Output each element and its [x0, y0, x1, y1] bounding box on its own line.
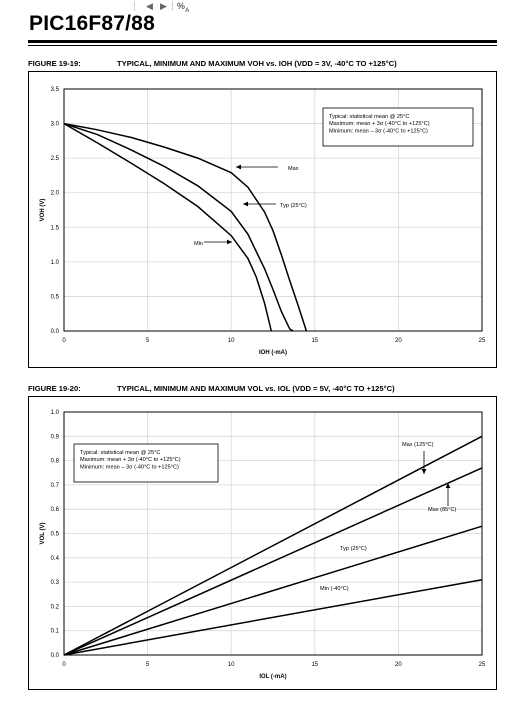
x-tick-label: 0: [62, 662, 66, 668]
x-tick-label: 25: [479, 338, 486, 344]
x-tick-label: 15: [311, 662, 318, 668]
series-line: [63, 435, 483, 656]
annotation-arrowhead: [227, 239, 232, 245]
toolbar-separator: [172, 1, 173, 11]
legend-text: Typical: statistical mean @ 25°C: [80, 450, 160, 456]
legend-text: Typical: statistical mean @ 25°C: [329, 114, 409, 120]
y-tick-label: 0.4: [51, 556, 60, 562]
legend-text: Maximum: mean + 3σ (-40°C to +125°C): [329, 121, 430, 127]
y-tick-label: 0.3: [51, 580, 60, 586]
annotation-arrowhead: [236, 164, 241, 170]
y-tick-label: 3.5: [51, 87, 60, 93]
x-tick-label: 20: [395, 662, 402, 668]
header-rule-thin: [28, 45, 497, 46]
figure-title: TYPICAL, MINIMUM AND MAXIMUM VOL vs. IOL…: [117, 384, 395, 393]
annotation-arrowhead: [445, 483, 451, 488]
x-tick-label: 10: [228, 662, 235, 668]
toolbar-separator: [134, 1, 135, 11]
y-axis-label: VOH (V): [40, 199, 46, 222]
chevron-right-icon[interactable]: ▶: [160, 1, 167, 11]
series-line: [63, 525, 483, 656]
series-annotation: Max (85°C): [428, 507, 456, 513]
y-tick-label: 0.9: [51, 434, 60, 440]
y-tick-label: 0.8: [51, 459, 60, 465]
y-axis-label: VOL (V): [40, 523, 46, 545]
x-tick-label: 5: [146, 338, 150, 344]
y-tick-label: 2.5: [51, 156, 60, 162]
chevron-left-icon[interactable]: ◀: [146, 1, 153, 11]
series-annotation: Min (-40°C): [320, 586, 349, 592]
y-tick-label: 0.5: [51, 532, 60, 538]
series-annotation: Typ (25°C): [340, 546, 367, 552]
series-line: [63, 467, 483, 656]
plot-area-border: [63, 88, 483, 332]
series-annotation: Typ (25°C): [280, 203, 307, 209]
series-line: [63, 578, 483, 656]
series-annotation: Max: [288, 166, 299, 172]
legend-text: Maximum: mean + 3σ (-40°C to +125°C): [80, 457, 181, 463]
x-tick-label: 0: [62, 338, 66, 344]
viewer-toolbar: ◀ ▶ %A: [0, 0, 517, 14]
y-tick-label: 3.0: [51, 122, 60, 128]
header-rule: [28, 40, 497, 43]
x-axis-label: IOH (-mA): [259, 350, 287, 356]
plot-area-border: [63, 411, 483, 656]
x-axis-label: IOL (-mA): [259, 674, 286, 680]
legend-text: Minimum: mean – 3σ (-40°C to +125°C): [329, 128, 428, 134]
y-tick-label: 0.0: [51, 653, 60, 659]
y-tick-label: 0.2: [51, 604, 60, 610]
legend-box: [73, 443, 219, 483]
x-tick-label: 5: [146, 662, 150, 668]
voh-vs-ioh-chart: 0 5 10 15 20 25 0.0 0.5 1.0 1.5 2.0 2.5 3.0 3.5 IOH (-…: [28, 71, 497, 368]
y-tick-label: 1.5: [51, 225, 60, 231]
x-tick-label: 15: [311, 338, 318, 344]
x-tick-label: 10: [228, 338, 235, 344]
series-line: [63, 122, 273, 332]
y-tick-label: 1.0: [51, 260, 60, 266]
y-tick-label: 0.7: [51, 483, 60, 489]
legend-box: [322, 107, 474, 147]
y-tick-label: 0.6: [51, 507, 60, 513]
y-tick-label: 0.5: [51, 294, 60, 300]
y-tick-label: 1.0: [51, 410, 60, 416]
legend-text: Minimum: mean – 3σ (-40°C to +125°C): [80, 464, 179, 470]
y-tick-label: 0.0: [51, 329, 60, 335]
page-title: PIC16F87/88: [29, 12, 155, 35]
y-tick-label: 0.1: [51, 629, 60, 635]
annotation-arrowhead: [243, 201, 248, 207]
translate-icon[interactable]: %A: [177, 1, 190, 14]
series-annotation: Min: [194, 241, 203, 247]
vol-vs-iol-chart: 0 5 10 15 20 25 0.0 0.1 0.2 0.3 0.4 0.5 0.6 0.7 0.8 0.9…: [28, 396, 497, 690]
y-tick-label: 2.0: [51, 191, 60, 197]
figure-number: FIGURE 19-20:: [28, 384, 81, 393]
figure-number: FIGURE 19-19:: [28, 59, 81, 68]
series-annotation: Max (125°C): [402, 442, 434, 448]
series-line: [63, 122, 308, 332]
series-line: [63, 122, 294, 332]
x-tick-label: 25: [479, 662, 486, 668]
annotation-arrowhead: [421, 469, 427, 474]
x-tick-label: 20: [395, 338, 402, 344]
figure-title: TYPICAL, MINIMUM AND MAXIMUM VOH vs. IOH…: [117, 59, 397, 68]
